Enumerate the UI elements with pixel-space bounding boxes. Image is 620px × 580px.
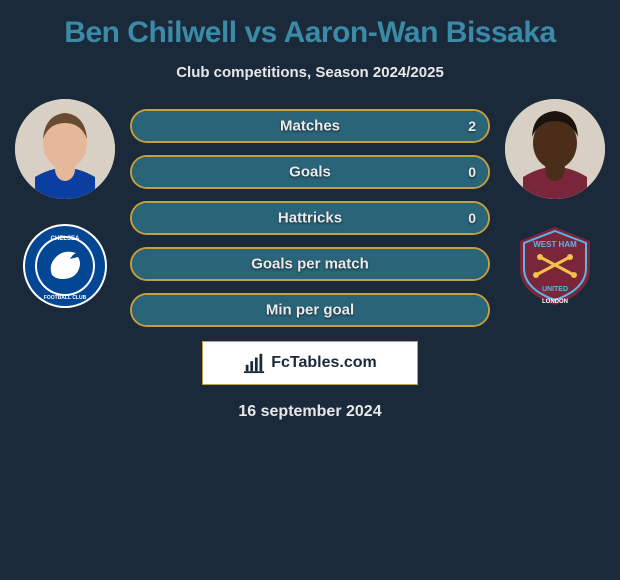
stat-value-right: 2 <box>468 118 476 134</box>
svg-text:LONDON: LONDON <box>542 299 568 305</box>
stat-fill-left <box>132 203 310 233</box>
player-left-avatar-icon <box>15 99 115 199</box>
stat-fill-right <box>310 295 488 325</box>
svg-text:WEST HAM: WEST HAM <box>533 240 577 249</box>
stat-bar: Matches2 <box>130 109 490 143</box>
stat-fill-left <box>132 249 310 279</box>
stat-fill-right <box>132 111 488 141</box>
player-left-club-badge: CHELSEA FOOTBALL CLUB <box>22 223 108 309</box>
stat-fill-right <box>310 249 488 279</box>
player-right-club-badge: WEST HAM UNITED LONDON <box>512 223 598 309</box>
stats-column: Matches2 Goals0 Hattricks0 Goals per match M… <box>130 99 490 327</box>
stat-value-right: 0 <box>468 164 476 180</box>
stat-fill-left <box>132 295 310 325</box>
watermark: FcTables.com <box>202 341 418 385</box>
svg-text:CHELSEA: CHELSEA <box>51 236 80 242</box>
stat-bar: Goals per match <box>130 247 490 281</box>
bar-chart-icon <box>243 352 265 374</box>
chelsea-badge-icon: CHELSEA FOOTBALL CLUB <box>22 223 108 309</box>
page-title: Ben Chilwell vs Aaron-Wan Bissaka <box>10 16 610 50</box>
svg-text:UNITED: UNITED <box>542 286 568 293</box>
stat-fill-right <box>310 157 488 187</box>
right-player-column: WEST HAM UNITED LONDON <box>500 99 610 309</box>
date-text: 16 september 2024 <box>10 403 610 421</box>
stat-bar: Goals0 <box>130 155 490 189</box>
stat-bar: Hattricks0 <box>130 201 490 235</box>
player-right-photo <box>505 99 605 199</box>
stat-fill-right <box>310 203 488 233</box>
stat-fill-left <box>132 157 310 187</box>
stat-value-right: 0 <box>468 210 476 226</box>
watermark-text: FcTables.com <box>271 354 377 372</box>
subtitle: Club competitions, Season 2024/2025 <box>10 64 610 81</box>
svg-text:FOOTBALL CLUB: FOOTBALL CLUB <box>44 295 87 301</box>
westham-badge-icon: WEST HAM UNITED LONDON <box>512 223 598 309</box>
comparison-row: CHELSEA FOOTBALL CLUB Matches2 Goals0 Hatt… <box>10 99 610 327</box>
player-left-photo <box>15 99 115 199</box>
stat-bar: Min per goal <box>130 293 490 327</box>
left-player-column: CHELSEA FOOTBALL CLUB <box>10 99 120 309</box>
player-right-avatar-icon <box>505 99 605 199</box>
